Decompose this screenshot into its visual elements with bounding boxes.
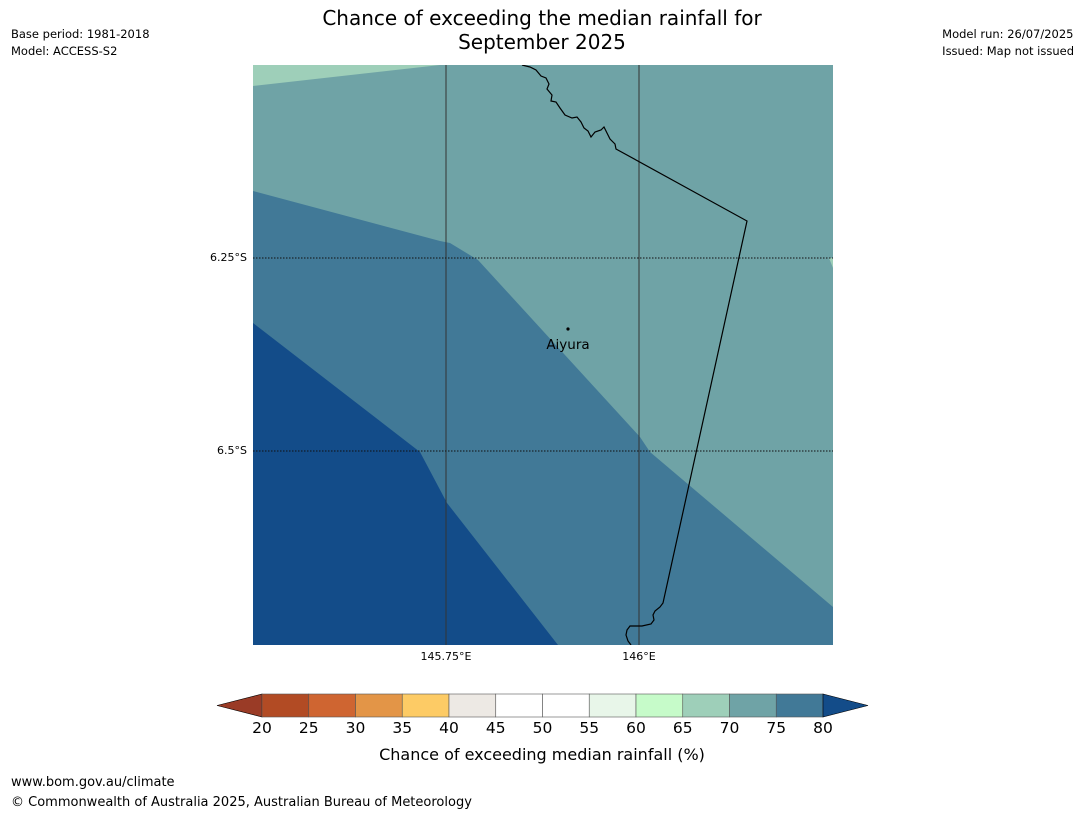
colorbar-cell-35-40	[401, 693, 450, 718]
colorbar-tick-65: 65	[672, 719, 693, 737]
colorbar-cell-50-55	[542, 693, 590, 718]
title-line-1: Chance of exceeding the median rainfall …	[322, 6, 762, 30]
lon-label-146: 146°E	[622, 650, 656, 663]
meta-left: Base period: 1981-2018 Model: ACCESS-S2	[11, 26, 150, 60]
lat-label-6-5: 6.5°S	[217, 444, 247, 457]
colorbar-cell-45-50	[495, 693, 543, 718]
colorbar-tick-60: 60	[626, 719, 646, 737]
meta-right: Model run: 26/07/2025 Issued: Map not is…	[942, 26, 1074, 60]
province-boundary	[521, 65, 748, 645]
title-line-2: September 2025	[458, 30, 626, 54]
colorbar-cell-75-80	[775, 693, 824, 718]
colorbar-extend-below	[216, 693, 263, 718]
colorbar-tick-80: 80	[813, 719, 833, 737]
colorbar-tick-45: 45	[485, 719, 506, 737]
colorbar-tick-35: 35	[392, 719, 413, 737]
region-above-80	[253, 323, 558, 645]
colorbar-cell-25-30	[308, 693, 356, 718]
issued-status: Issued: Map not issued	[942, 44, 1074, 58]
footer-url[interactable]: www.bom.gov.au/climate	[11, 775, 175, 790]
colorbar-cell-65-70	[682, 693, 730, 718]
colorbar-tick-55: 55	[579, 719, 600, 737]
colorbar-tick-70: 70	[719, 719, 740, 737]
colorbar-tick-25: 25	[298, 719, 319, 737]
colorbar-cell-70-75	[729, 693, 777, 718]
base-period: Base period: 1981-2018	[11, 27, 150, 41]
colorbar-cell-40-45	[448, 693, 497, 718]
colorbar-label: Chance of exceeding median rainfall (%)	[379, 745, 705, 764]
region-65-70	[253, 65, 440, 86]
aiyura-label: Aiyura	[546, 337, 589, 353]
colorbar-extend-above	[822, 693, 869, 718]
aiyura-marker	[566, 327, 570, 331]
region-edge-sliver	[829, 258, 833, 268]
colorbar-cell-20-25	[261, 693, 310, 718]
colorbar-tick-50: 50	[532, 719, 553, 737]
lat-label-6-25: 6.25°S	[210, 251, 247, 264]
colorbar-cell-60-65	[635, 693, 684, 718]
colorbar-tick-20: 20	[252, 719, 272, 737]
colorbar-tick-30: 30	[345, 719, 366, 737]
colorbar-cell-55-60	[588, 693, 637, 718]
map-title: Chance of exceeding the median rainfall …	[242, 6, 842, 54]
colorbar-tick-40: 40	[439, 719, 459, 737]
model-run: Model run: 26/07/2025	[942, 27, 1074, 41]
model-name: Model: ACCESS-S2	[11, 44, 118, 58]
lon-label-145-75: 145.75°E	[420, 650, 472, 663]
colorbar-cell-30-35	[355, 693, 403, 718]
colorbar-tick-75: 75	[766, 719, 787, 737]
footer-copyright: © Commonwealth of Australia 2025, Austra…	[11, 795, 472, 810]
